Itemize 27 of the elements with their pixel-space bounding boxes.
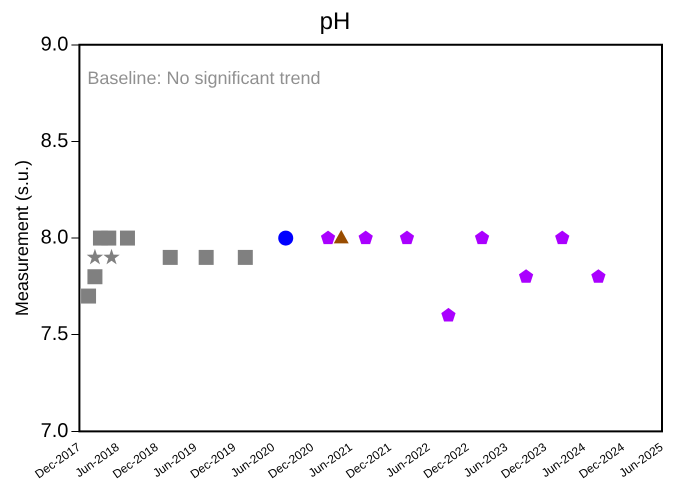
point	[238, 250, 253, 265]
point	[474, 230, 490, 244]
point	[518, 269, 534, 283]
point	[81, 288, 96, 304]
point	[358, 230, 373, 244]
point	[334, 230, 349, 244]
point	[278, 230, 294, 246]
point	[400, 230, 414, 244]
point	[87, 269, 102, 284]
point	[86, 248, 104, 264]
point	[103, 248, 120, 264]
point	[198, 250, 214, 265]
point	[320, 230, 336, 244]
y-tick-label: 9.0	[40, 33, 68, 56]
y-tick-label: 8.5	[40, 130, 68, 152]
point	[555, 230, 570, 244]
y-tick-label: 8.0	[40, 226, 68, 249]
point	[591, 269, 606, 283]
y-tick-label: 7.5	[40, 323, 68, 346]
chart-title: pH	[320, 8, 350, 36]
y-axis-title: Measurement (s.u.)	[12, 160, 32, 316]
point	[162, 250, 178, 265]
point	[101, 230, 116, 246]
annotation: Baseline: No significant trend	[87, 68, 321, 88]
point	[120, 230, 135, 246]
point	[441, 308, 456, 322]
y-tick-label: 7.0	[40, 420, 68, 442]
